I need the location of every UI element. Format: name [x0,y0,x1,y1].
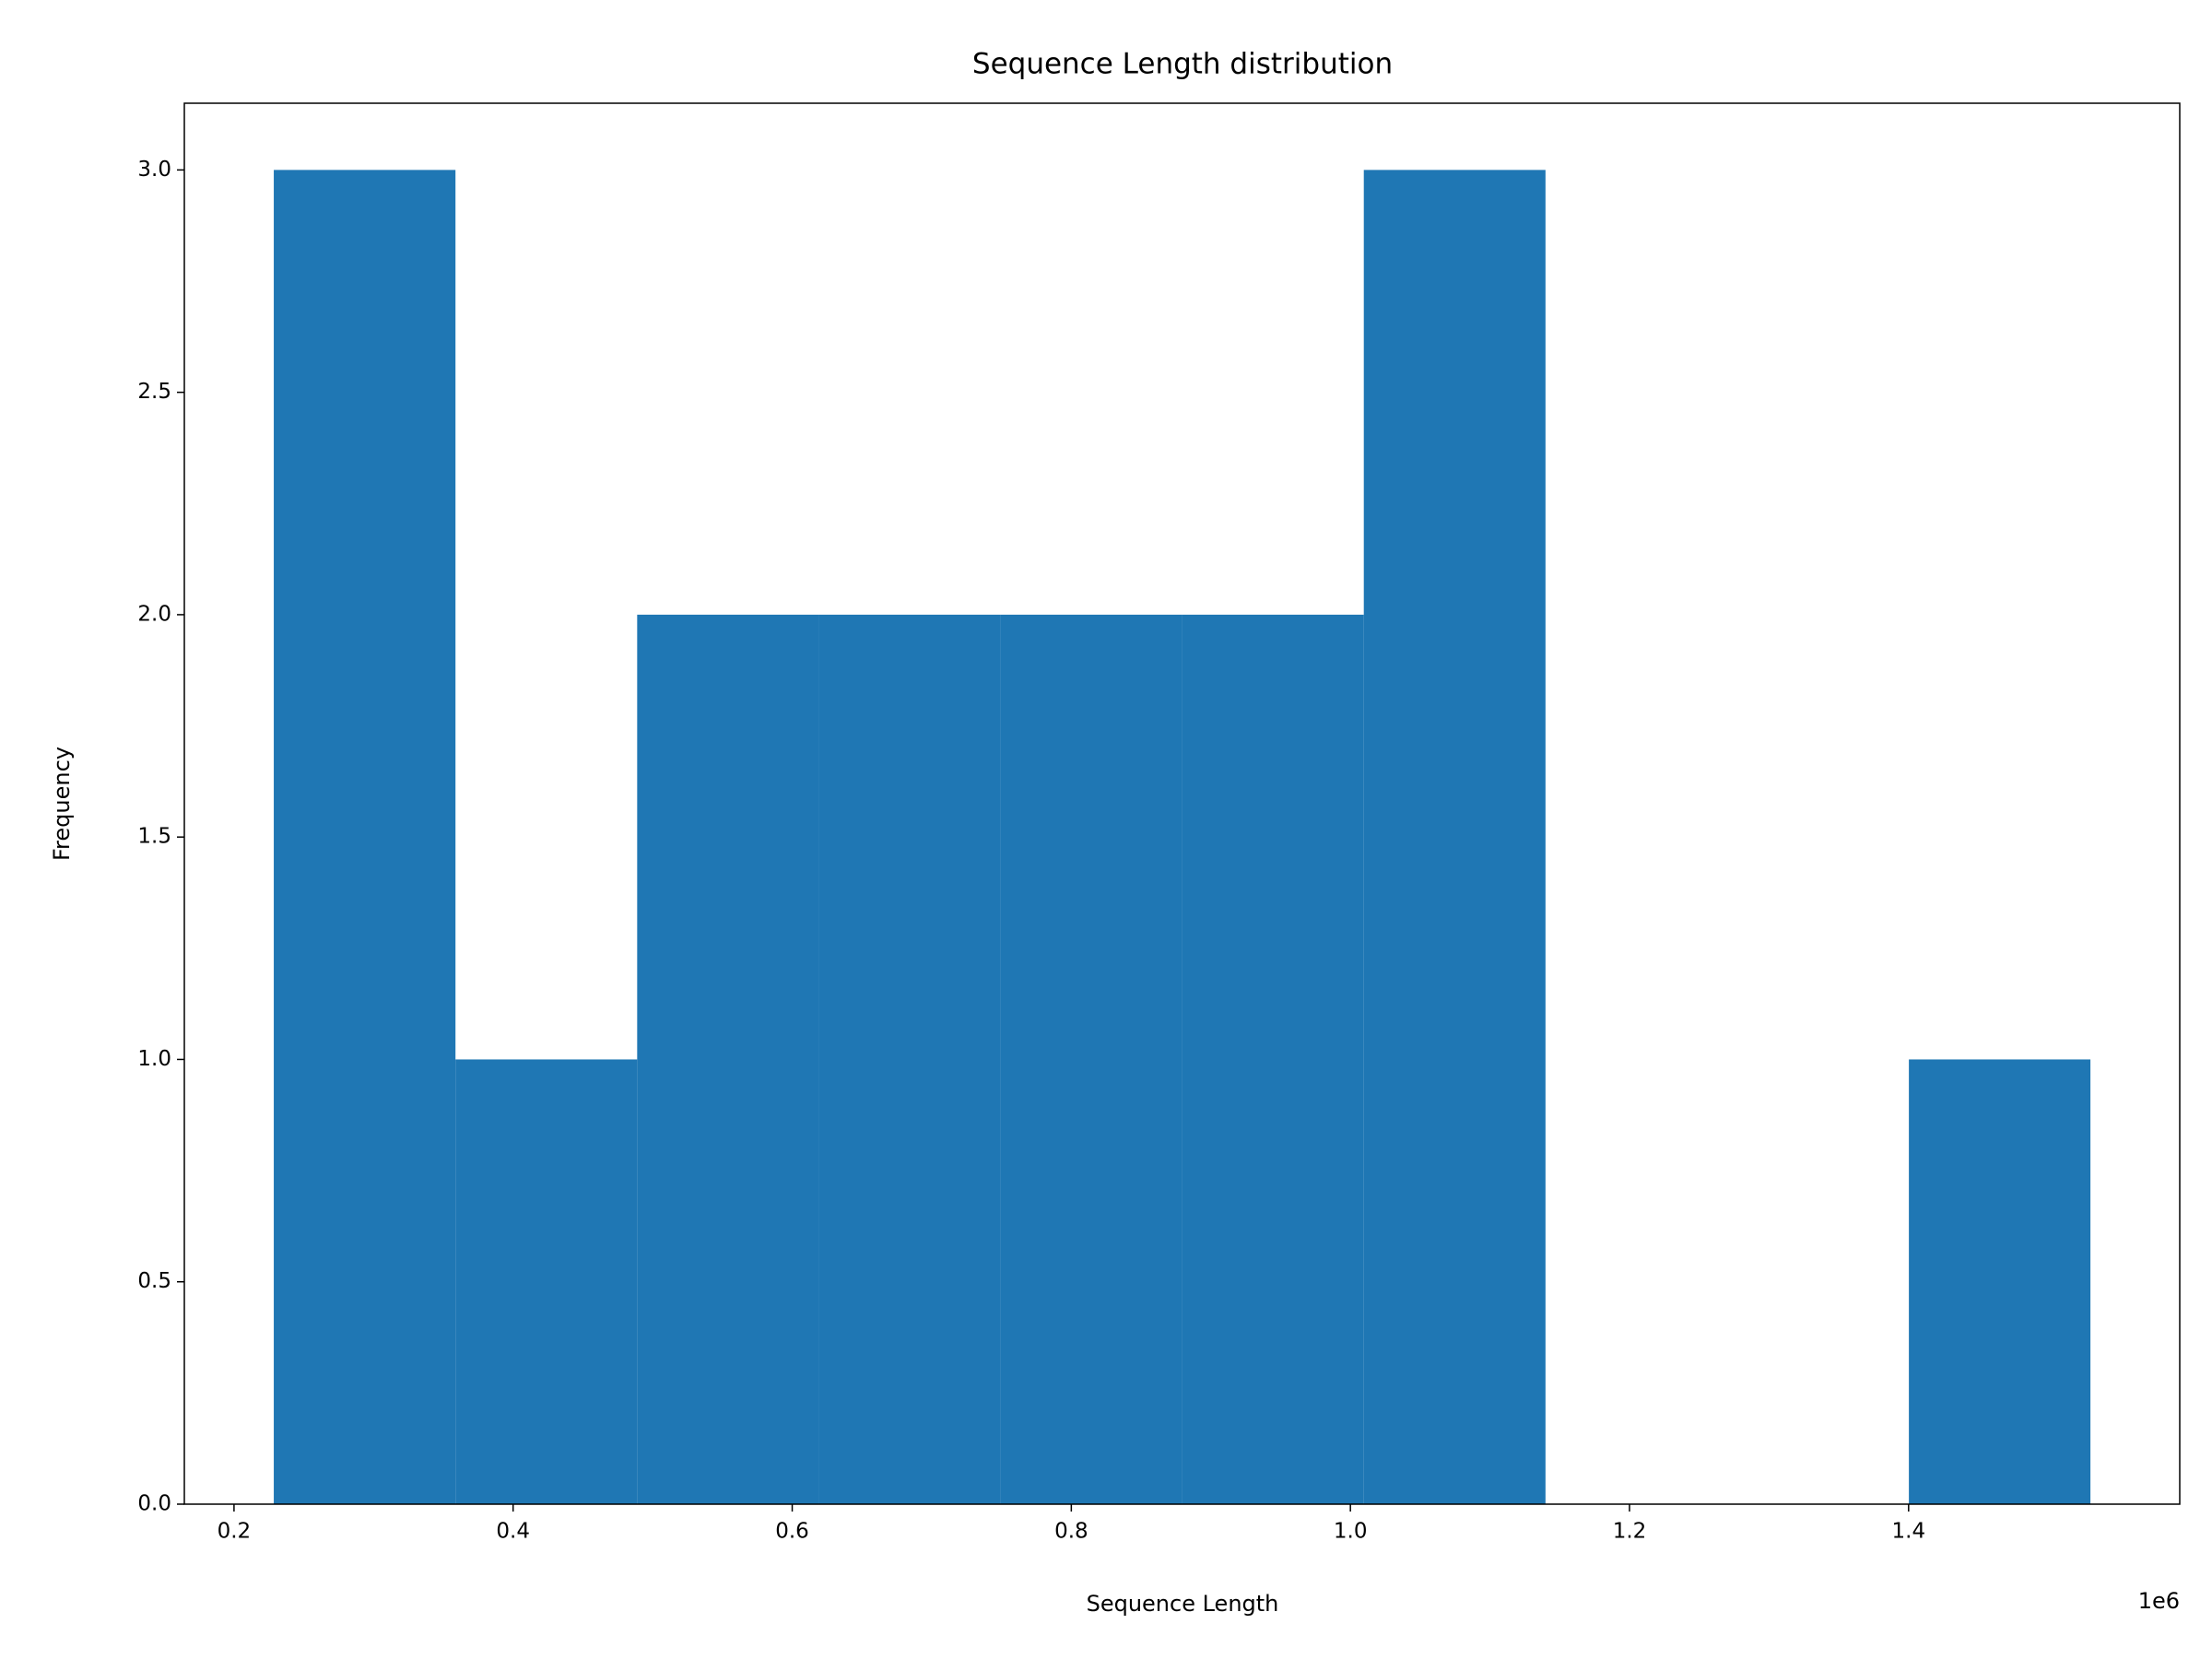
x-tick-label: 0.8 [1054,1520,1088,1544]
bar [1182,614,1364,1504]
x-axis-label: Sequence Length [1087,1591,1279,1617]
x-tick-label: 1.2 [1613,1520,1647,1544]
chart-title: Sequence Length distribution [972,48,1393,81]
x-offset-label: 1e6 [2138,1588,2180,1614]
y-tick-label: 0.5 [137,1269,171,1293]
bar [818,614,1001,1504]
bar [274,170,456,1504]
y-tick-label: 2.0 [137,602,171,626]
y-tick-label: 1.5 [137,825,171,849]
bar [637,614,819,1504]
bar [1363,170,1546,1504]
bar [455,1059,638,1504]
y-tick-label: 0.0 [137,1492,171,1516]
axes: 0.0 0.5 1.0 1.5 2.0 2.5 3.0 0.2 0.4 0.6 0.8 1.0 1.2 1… [137,102,2181,1544]
bar [1000,614,1182,1504]
bar [1909,1059,2091,1504]
plot-frame [183,102,2181,1505]
x-tick-label: 0.4 [496,1520,530,1544]
y-axis-label: Frequency [49,747,75,861]
y-tick-label: 1.0 [137,1047,171,1071]
x-tick-label: 0.2 [218,1520,252,1544]
bars [274,170,2091,1504]
x-tick-label: 0.6 [775,1520,809,1544]
y-tick-label: 2.5 [137,380,171,404]
y-tick-label: 3.0 [137,158,171,182]
x-tick-label: 1.4 [1892,1520,1926,1544]
x-tick-label: 1.0 [1334,1520,1368,1544]
